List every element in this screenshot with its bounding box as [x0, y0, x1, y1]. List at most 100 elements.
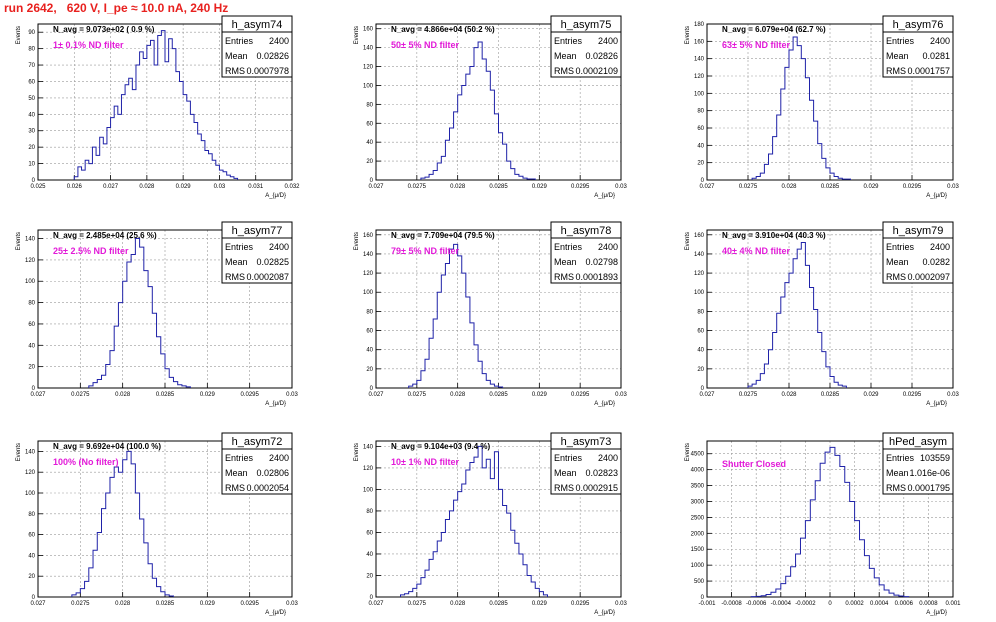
y-tick-label: 120 — [363, 466, 374, 472]
y-tick-label: 60 — [697, 126, 704, 132]
y-tick-label: 20 — [366, 573, 373, 579]
x-tick-label: 0.028 — [450, 601, 466, 607]
x-tick-label: 0.028 — [781, 184, 797, 190]
x-axis-label: A_{μ/D} — [594, 401, 615, 407]
y-axis-label: Events — [354, 232, 360, 250]
stats-label: Entries — [225, 453, 254, 463]
stats-value: 2400 — [930, 242, 950, 252]
x-tick-label: 0.0295 — [240, 392, 259, 398]
stats-label: Entries — [225, 242, 254, 252]
x-tick-label: -0.001 — [698, 601, 716, 607]
filter-label: Shutter Closed — [722, 459, 786, 469]
y-tick-label: 60 — [28, 533, 35, 539]
y-tick-label: 100 — [363, 487, 374, 493]
x-tick-label: 0.0285 — [489, 184, 508, 190]
x-tick-label: 0.0008 — [919, 601, 938, 607]
filter-label: 25± 2.5% ND filter — [53, 246, 129, 256]
stats-label: Mean — [554, 51, 577, 61]
stats-value: 0.0002109 — [575, 66, 618, 76]
stats-value: 0.02825 — [256, 257, 289, 267]
x-tick-label: 0.0275 — [408, 392, 427, 398]
x-tick-label: 0.025 — [30, 184, 46, 190]
stats-value: 2400 — [269, 453, 289, 463]
x-tick-label: 0.026 — [67, 184, 83, 190]
y-tick-label: 140 — [694, 252, 705, 258]
stats-value: 0.0002087 — [246, 272, 289, 282]
y-tick-label: 0 — [32, 178, 36, 184]
y-tick-label: 120 — [694, 74, 705, 80]
x-axis-label: A_{μ/D} — [265, 401, 286, 407]
navg-label: N_avg = 9.692e+04 (100.0 %) — [53, 442, 161, 451]
filter-label: 79± 5% ND filter — [391, 246, 459, 256]
x-tick-label: 0.0275 — [408, 184, 427, 190]
stats-label: RMS — [886, 272, 906, 282]
y-tick-label: 60 — [366, 530, 373, 536]
histogram-panel-h_asym73: 0.027 0.0275 0.028 0.0285 0.029 0.0295 0.03 0 20… — [354, 432, 627, 616]
y-axis-label: Events — [354, 443, 360, 461]
stats-label: RMS — [225, 66, 245, 76]
y-tick-label: 20 — [28, 145, 35, 151]
stats-box — [221, 31, 293, 78]
x-tick-label: 0.03 — [615, 392, 627, 398]
x-tick-label: 0.029 — [200, 392, 216, 398]
y-tick-label: 20 — [366, 367, 373, 373]
stats-label: Mean — [225, 257, 248, 267]
x-tick-label: 0.0275 — [739, 392, 758, 398]
y-tick-label: 20 — [366, 159, 373, 165]
x-tick-label: 0.0295 — [571, 392, 590, 398]
stats-value: 0.02823 — [585, 468, 618, 478]
stats-title: h_asym72 — [232, 436, 283, 448]
x-axis-label: A_{μ/D} — [265, 193, 286, 199]
y-tick-label: 140 — [25, 237, 36, 243]
x-tick-label: 0.027 — [368, 392, 384, 398]
stats-label: RMS — [886, 66, 906, 76]
x-tick-label: 0.027 — [699, 392, 715, 398]
x-tick-label: 0.0285 — [156, 601, 175, 607]
stats-label: Entries — [554, 242, 583, 252]
stats-label: RMS — [886, 483, 906, 493]
histogram-h_asym79 — [747, 241, 847, 388]
x-tick-label: 0.03 — [947, 392, 959, 398]
x-tick-label: 0.029 — [176, 184, 192, 190]
stats-title: hPed_asym — [889, 436, 947, 448]
filter-label: 40± 4% ND filter — [722, 246, 790, 256]
y-tick-label: 3500 — [691, 484, 705, 490]
y-tick-label: 120 — [25, 258, 36, 264]
stats-value: 0.0001757 — [907, 66, 950, 76]
y-tick-label: 100 — [694, 91, 705, 97]
filter-label: 10± 1% ND filter — [391, 457, 459, 467]
x-tick-label: 0.029 — [863, 392, 879, 398]
x-tick-label: 0.0002 — [845, 601, 864, 607]
stats-box — [550, 237, 622, 284]
x-tick-label: 0.03 — [214, 184, 226, 190]
x-tick-label: 0.0275 — [739, 184, 758, 190]
stats-value: 0.0001795 — [907, 483, 950, 493]
x-tick-label: 0.0295 — [571, 601, 590, 607]
stats-box — [882, 237, 954, 284]
y-tick-label: 120 — [363, 271, 374, 277]
histogram-panel-h_asym79: 0.027 0.0275 0.028 0.0285 0.029 0.0295 0.03 0 20… — [685, 221, 959, 407]
stats-title: h_asym79 — [893, 225, 944, 237]
x-tick-label: 0.03 — [947, 184, 959, 190]
y-tick-label: 2000 — [691, 531, 705, 537]
stats-value: 0.0002097 — [907, 272, 950, 282]
run-title: run 2642, 620 V, I_pe ≈ 10.0 nA, 240 Hz — [4, 1, 229, 15]
x-axis-label: A_{μ/D} — [594, 610, 615, 616]
stats-label: Entries — [225, 36, 254, 46]
x-tick-label: 0.03 — [615, 601, 627, 607]
y-tick-label: 80 — [697, 309, 704, 315]
y-tick-label: 1000 — [691, 563, 705, 569]
stats-value: 0.02798 — [585, 257, 618, 267]
stats-title: h_asym77 — [232, 225, 283, 237]
y-tick-label: 100 — [25, 491, 36, 497]
y-axis-label: Events — [16, 443, 22, 461]
navg-label: N_avg = 9.104e+03 (9.4 %) — [391, 442, 491, 451]
y-tick-label: 60 — [366, 329, 373, 335]
y-tick-label: 40 — [697, 348, 704, 354]
histogram-panel-h_asym76: 0.027 0.0275 0.028 0.0285 0.029 0.0295 0.03 0 20… — [685, 15, 959, 199]
y-tick-label: 40 — [697, 143, 704, 149]
x-tick-label: 0.029 — [532, 392, 548, 398]
y-tick-label: 160 — [363, 27, 374, 33]
stats-value: 0.0282 — [922, 257, 950, 267]
